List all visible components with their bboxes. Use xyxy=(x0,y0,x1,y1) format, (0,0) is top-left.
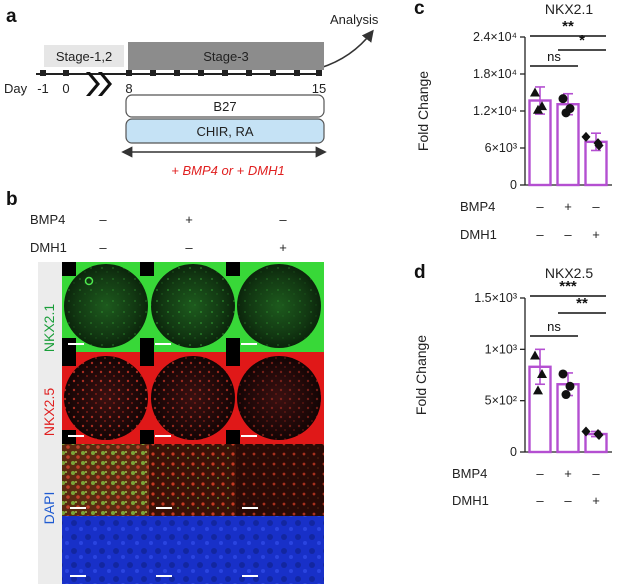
day-15: 15 xyxy=(312,81,326,96)
channel-label-strip xyxy=(38,262,62,584)
image-row-nkx21 xyxy=(62,262,324,352)
panel-a-letter: a xyxy=(6,6,17,27)
y-tick-label: 0 xyxy=(510,445,517,459)
significance-label: *** xyxy=(559,278,577,295)
y-axis-label: Fold Change xyxy=(415,71,431,151)
b-cond1-bmp4: – xyxy=(99,212,107,227)
y-tick-label: 1.8×10⁴ xyxy=(473,67,517,81)
image-row-dapi xyxy=(62,516,324,584)
break-chevron-1 xyxy=(86,72,100,96)
data-point xyxy=(565,381,575,391)
y-tick-label: 6×10³ xyxy=(485,141,517,155)
b-cond3-bmp4: – xyxy=(279,212,287,227)
bmp4-value: – xyxy=(592,199,600,214)
dmh1-value: – xyxy=(564,227,572,242)
bmp4-value: – xyxy=(536,199,544,214)
panel-b-letter: b xyxy=(6,189,18,210)
data-point xyxy=(558,94,568,104)
data-point xyxy=(594,430,604,441)
data-point xyxy=(561,108,571,118)
day-label: Day xyxy=(4,81,28,96)
data-point xyxy=(530,87,540,97)
b-cond3-dmh1: + xyxy=(279,240,287,255)
y-tick-label: 1.5×10³ xyxy=(474,291,517,305)
chir-ra-box xyxy=(125,118,325,144)
chart-title: NKX2.5 xyxy=(545,265,593,281)
timeline-ticks xyxy=(40,70,322,76)
data-point xyxy=(533,385,543,395)
chart-nkx21: NKX2.1 Fold Change 0 6×10³ 1.2×10⁴ 1.8×10⁴ 2.4… xyxy=(415,1,612,242)
dmh1-value: – xyxy=(536,227,544,242)
data-point xyxy=(561,390,571,400)
day-8: 8 xyxy=(125,81,132,96)
bmp4-value: – xyxy=(592,466,600,481)
y-tick-label: 5×10² xyxy=(485,394,517,408)
y-axis-label: Fold Change xyxy=(413,335,429,415)
panel-d-letter: d xyxy=(414,262,426,283)
data-point xyxy=(594,140,604,151)
panel-a: a Analysis Stage-1,2 Stage-3 Day -1 0 8 … xyxy=(4,6,379,178)
significance-label: * xyxy=(579,32,585,49)
b-cond2-bmp4: + xyxy=(185,212,193,227)
dmh1-value: + xyxy=(592,493,600,508)
dmh1-row-label: DMH1 xyxy=(460,227,497,242)
bmp4-row-label: BMP4 xyxy=(452,466,487,481)
chart-nkx25: NKX2.5 Fold Change 0 5×10² 1×10³ 1.5×10³ ns ***… xyxy=(413,265,612,508)
analysis-arrow xyxy=(319,29,374,69)
dmh1-value: – xyxy=(564,493,572,508)
break-chevron-2 xyxy=(98,72,112,96)
b27-label: B27 xyxy=(213,99,236,114)
image-row-nkx25 xyxy=(62,352,324,444)
bmp4-value: + xyxy=(564,466,572,481)
bmp4-value: – xyxy=(536,466,544,481)
data-point xyxy=(581,426,591,437)
data-point xyxy=(581,131,591,142)
stage3-box xyxy=(128,42,324,70)
chart-title: NKX2.1 xyxy=(545,1,593,17)
stage12-box xyxy=(44,45,124,67)
y-tick-label: 1×10³ xyxy=(485,342,517,356)
significance-label: ** xyxy=(576,295,588,312)
bmp4-value: + xyxy=(564,199,572,214)
channel-nkx21-label: NKX2.1 xyxy=(41,304,57,352)
dmh1-row-label: DMH1 xyxy=(30,240,67,255)
data-point xyxy=(533,104,543,114)
channel-dapi-label: DAPI xyxy=(41,492,57,525)
treatment-label: + BMP4 or + DMH1 xyxy=(171,163,284,178)
dmh1-value: – xyxy=(536,493,544,508)
dmh1-value: + xyxy=(592,227,600,242)
b-cond1-dmh1: – xyxy=(99,240,107,255)
data-point xyxy=(558,369,568,379)
b27-box xyxy=(125,94,325,118)
b-cond2-dmh1: – xyxy=(185,240,193,255)
panel-c-letter: c xyxy=(414,0,425,19)
stage12-label: Stage-1,2 xyxy=(56,49,112,64)
significance-label: ** xyxy=(562,18,574,35)
dmh1-row-label: DMH1 xyxy=(452,493,489,508)
data-point xyxy=(530,350,540,360)
day-minus1: -1 xyxy=(37,81,49,96)
channel-nkx25-label: NKX2.5 xyxy=(41,388,57,436)
stage3-label: Stage-3 xyxy=(203,49,249,64)
chir-ra-label: CHIR, RA xyxy=(196,124,253,139)
bmp4-row-label: BMP4 xyxy=(30,212,65,227)
y-tick-label: 1.2×10⁴ xyxy=(473,104,517,118)
bmp4-row-label: BMP4 xyxy=(460,199,495,214)
analysis-label: Analysis xyxy=(330,12,379,27)
y-tick-label: 0 xyxy=(510,178,517,192)
data-point xyxy=(537,368,547,378)
significance-label: ns xyxy=(547,319,561,334)
significance-label: ns xyxy=(547,49,561,64)
y-tick-label: 2.4×10⁴ xyxy=(473,30,517,44)
image-row-merge xyxy=(62,444,324,516)
day-0: 0 xyxy=(62,81,69,96)
panel-b: b BMP4 DMH1 – + – – – + NKX2.1 NKX2.5 DA… xyxy=(6,189,324,584)
